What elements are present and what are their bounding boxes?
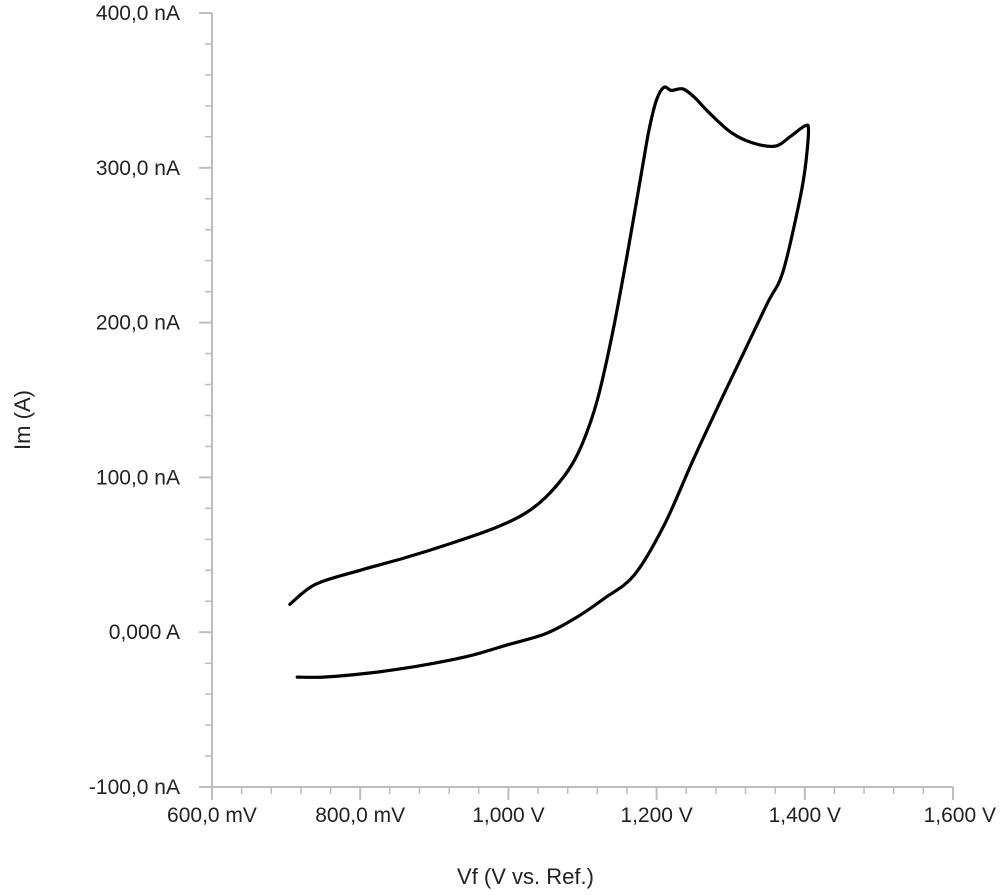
minor-ticks [205,43,925,794]
series-group [288,85,811,679]
y-tick-label: 400,0 nA [96,2,180,25]
x-tick-label: 1,400 V [769,804,841,827]
axes [211,13,953,788]
x-tick-label: 1,000 V [472,804,544,827]
y-tick-label: 200,0 nA [96,312,180,335]
y-tick-label: -100,0 nA [89,776,180,799]
major-ticks [199,12,954,800]
x-axis-title: Vf (V vs. Ref.) [457,864,594,889]
tick-labels: -100,0 nA 0,000 A 100,0 nA 200,0 nA 300,0 nA… [89,2,996,827]
y-tick-label: 300,0 nA [96,157,180,180]
x-tick-label: 1,600 V [924,804,996,827]
y-axis-title: Im (A) [10,390,35,450]
y-tick-label: 0,000 A [109,621,180,644]
x-tick-label: 600,0 mV [167,804,257,827]
x-tick-label: 800,0 mV [315,804,405,827]
cv-trace-line [288,85,811,679]
x-tick-label: 1,200 V [620,804,692,827]
y-tick-label: 100,0 nA [96,466,180,489]
